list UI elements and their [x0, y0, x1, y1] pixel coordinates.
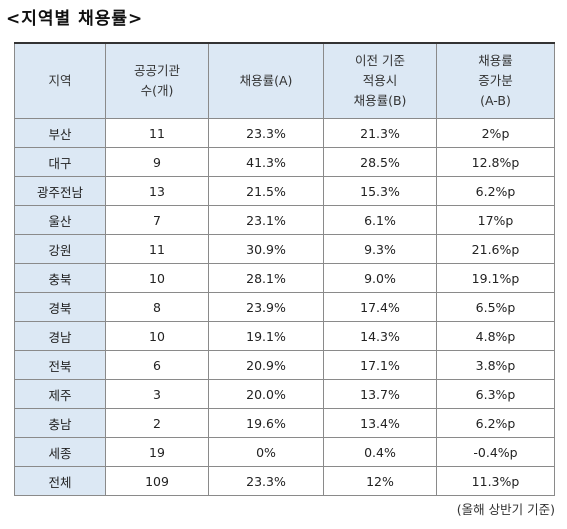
rate-b-cell: 13.7% — [323, 379, 437, 409]
rate-a-cell: 23.3% — [208, 466, 324, 496]
rate-a-cell: 19.1% — [208, 321, 324, 351]
rate-increase-cell: 6.5%p — [436, 292, 555, 322]
rate-increase-cell: 4.8%p — [436, 321, 555, 351]
rate-increase-cell: -0.4%p — [436, 437, 555, 467]
rate-increase-cell: 11.3%p — [436, 466, 555, 496]
table-row: 충남 2 19.6% 13.4% 6.2%p — [14, 408, 555, 438]
region-cell: 대구 — [14, 147, 106, 177]
region-cell: 경남 — [14, 321, 106, 351]
table-row: 대구 9 41.3% 28.5% 12.8%p — [14, 147, 555, 177]
region-cell: 충북 — [14, 263, 106, 293]
table-row: 울산 7 23.1% 6.1% 17%p — [14, 205, 555, 235]
table-row: 부산 11 23.3% 21.3% 2%p — [14, 118, 555, 148]
agency-count-cell: 11 — [105, 234, 209, 264]
header-line: 증가분 — [478, 73, 513, 88]
rate-a-cell: 23.3% — [208, 118, 324, 148]
region-cell: 경북 — [14, 292, 106, 322]
rate-increase-cell: 6.2%p — [436, 408, 555, 438]
header-line: 이전 기준 — [355, 53, 405, 68]
header-line: (A-B) — [480, 93, 511, 108]
rate-a-cell: 19.6% — [208, 408, 324, 438]
rate-b-cell: 21.3% — [323, 118, 437, 148]
header-line: 공공기관 — [133, 63, 180, 78]
region-cell: 전북 — [14, 350, 106, 380]
table-row: 강원 11 30.9% 9.3% 21.6%p — [14, 234, 555, 264]
rate-increase-cell: 12.8%p — [436, 147, 555, 177]
rate-increase-cell: 3.8%p — [436, 350, 555, 380]
region-cell: 강원 — [14, 234, 106, 264]
agency-count-cell: 19 — [105, 437, 209, 467]
rate-a-cell: 30.9% — [208, 234, 324, 264]
header-line: 수(개) — [140, 83, 174, 98]
region-cell: 광주전남 — [14, 176, 106, 206]
table-row: 전체 109 23.3% 12% 11.3%p — [14, 466, 555, 496]
table-body: 부산 11 23.3% 21.3% 2%p 대구 9 41.3% 28.5% 12.8%p 광주전남… — [14, 118, 555, 496]
region-cell: 충남 — [14, 408, 106, 438]
agency-count-cell: 11 — [105, 118, 209, 148]
rate-b-cell: 0.4% — [323, 437, 437, 467]
agency-count-cell: 2 — [105, 408, 209, 438]
rate-a-cell: 20.9% — [208, 350, 324, 380]
rate-a-cell: 23.9% — [208, 292, 324, 322]
table-row: 경북 8 23.9% 17.4% 6.5%p — [14, 292, 555, 322]
region-cell: 세종 — [14, 437, 106, 467]
header-rate-a: 채용률(A) — [208, 42, 324, 119]
header-line: 적용시 — [362, 73, 398, 88]
rate-b-cell: 14.3% — [323, 321, 437, 351]
table-row: 세종 19 0% 0.4% -0.4%p — [14, 437, 555, 467]
agency-count-cell: 109 — [105, 466, 209, 496]
page-title: <지역별 채용률> — [6, 9, 144, 29]
rate-b-cell: 9.0% — [323, 263, 437, 293]
rate-a-cell: 28.1% — [208, 263, 324, 293]
region-cell: 제주 — [14, 379, 106, 409]
header-region: 지역 — [14, 42, 106, 119]
rate-b-cell: 6.1% — [323, 205, 437, 235]
agency-count-cell: 3 — [105, 379, 209, 409]
rate-b-cell: 17.4% — [323, 292, 437, 322]
agency-count-cell: 9 — [105, 147, 209, 177]
table-row: 전북 6 20.9% 17.1% 3.8%p — [14, 350, 555, 380]
agency-count-cell: 7 — [105, 205, 209, 235]
header-line: 채용률(B) — [353, 93, 407, 108]
rate-increase-cell: 2%p — [436, 118, 555, 148]
rate-a-cell: 23.1% — [208, 205, 324, 235]
rate-increase-cell: 21.6%p — [436, 234, 555, 264]
header-line: 채용률 — [478, 53, 513, 68]
rate-b-cell: 15.3% — [323, 176, 437, 206]
footnote: (올해 상반기 기준) — [456, 502, 555, 517]
agency-count-cell: 13 — [105, 176, 209, 206]
rate-a-cell: 41.3% — [208, 147, 324, 177]
region-cell: 부산 — [14, 118, 106, 148]
rate-b-cell: 28.5% — [323, 147, 437, 177]
table-row: 충북 10 28.1% 9.0% 19.1%p — [14, 263, 555, 293]
rate-b-cell: 13.4% — [323, 408, 437, 438]
rate-a-cell: 21.5% — [208, 176, 324, 206]
rate-b-cell: 17.1% — [323, 350, 437, 380]
table-row: 경남 10 19.1% 14.3% 4.8%p — [14, 321, 555, 351]
header-line: 채용률(A) — [239, 73, 293, 88]
rate-increase-cell: 19.1%p — [436, 263, 555, 293]
header-line: 지역 — [48, 73, 72, 88]
agency-count-cell: 6 — [105, 350, 209, 380]
table-row: 광주전남 13 21.5% 15.3% 6.2%p — [14, 176, 555, 206]
region-cell: 울산 — [14, 205, 106, 235]
agency-count-cell: 10 — [105, 263, 209, 293]
rate-increase-cell: 17%p — [436, 205, 555, 235]
rate-b-cell: 12% — [323, 466, 437, 496]
rate-a-cell: 20.0% — [208, 379, 324, 409]
rate-a-cell: 0% — [208, 437, 324, 467]
rate-increase-cell: 6.3%p — [436, 379, 555, 409]
table-row: 제주 3 20.0% 13.7% 6.3%p — [14, 379, 555, 409]
region-cell: 전체 — [14, 466, 106, 496]
rate-increase-cell: 6.2%p — [436, 176, 555, 206]
rate-b-cell: 9.3% — [323, 234, 437, 264]
agency-count-cell: 8 — [105, 292, 209, 322]
agency-count-cell: 10 — [105, 321, 209, 351]
